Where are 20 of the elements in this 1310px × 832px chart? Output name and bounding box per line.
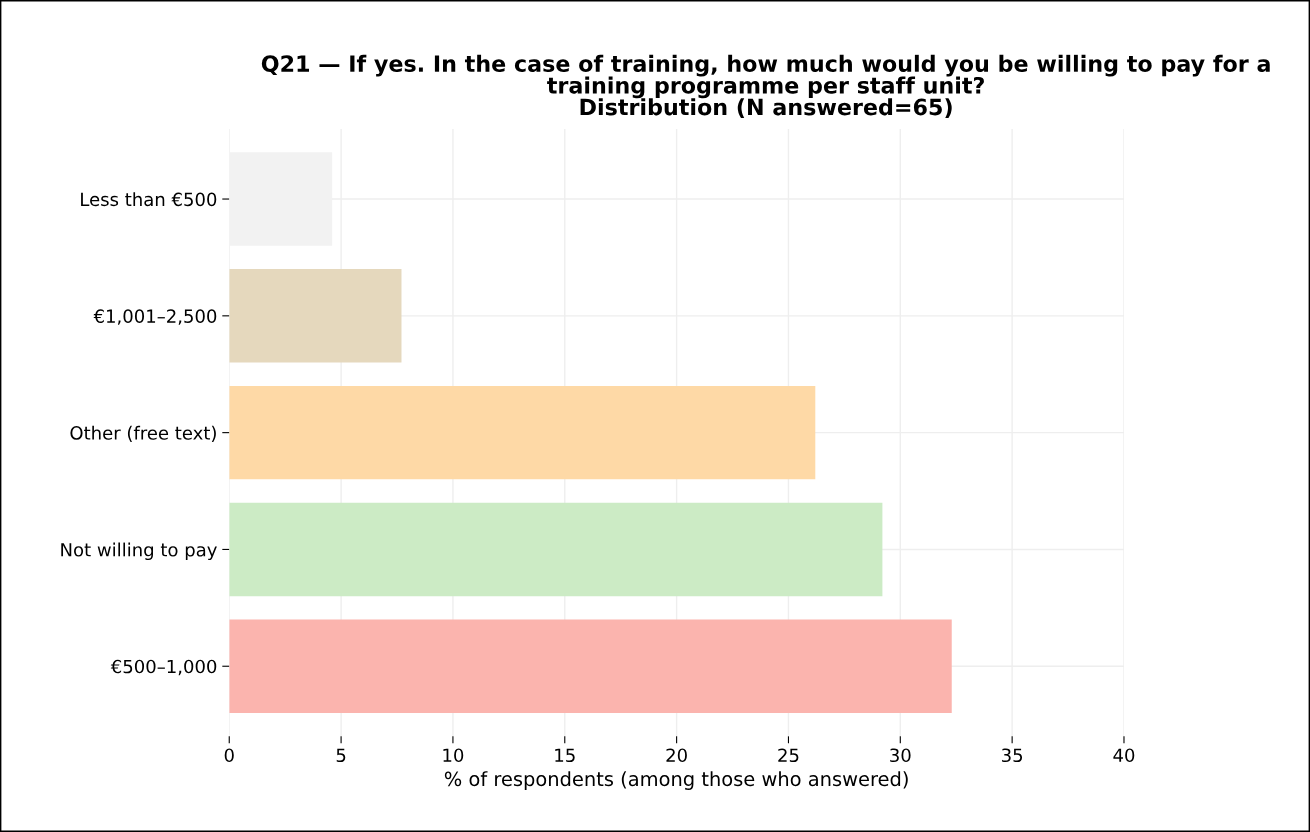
y-tick-label: €1,001–2,500	[93, 309, 217, 325]
chart-title: Q21 — If yes. In the case of training, how much would you be willing to pay for a training programme per staff unit? Distribution (N answered=65)	[261, 54, 1270, 118]
x-tick-label: 5	[336, 748, 346, 763]
x-axis-title: % of respondents (among those who answered)	[444, 771, 908, 790]
y-tick-label: €500–1,000	[110, 659, 217, 676]
bar	[229, 502, 883, 597]
x-tick-label: 15	[555, 748, 575, 763]
x-tick-label: 40	[1113, 748, 1135, 763]
y-tick-label: Less than €500	[81, 192, 217, 207]
y-tick-label: Other (free text)	[70, 425, 216, 442]
bar	[229, 385, 816, 480]
y-tick-label: Not willing to pay	[61, 542, 217, 561]
x-tick-label: 25	[778, 748, 799, 763]
bar	[229, 269, 402, 363]
x-tick-label: 0	[224, 748, 234, 763]
x-tick-label: 35	[1002, 748, 1023, 763]
x-tick-label: 20	[666, 748, 687, 763]
bar	[229, 619, 952, 713]
x-tick-label: 30	[890, 748, 911, 763]
x-tick-label: 10	[443, 748, 464, 763]
